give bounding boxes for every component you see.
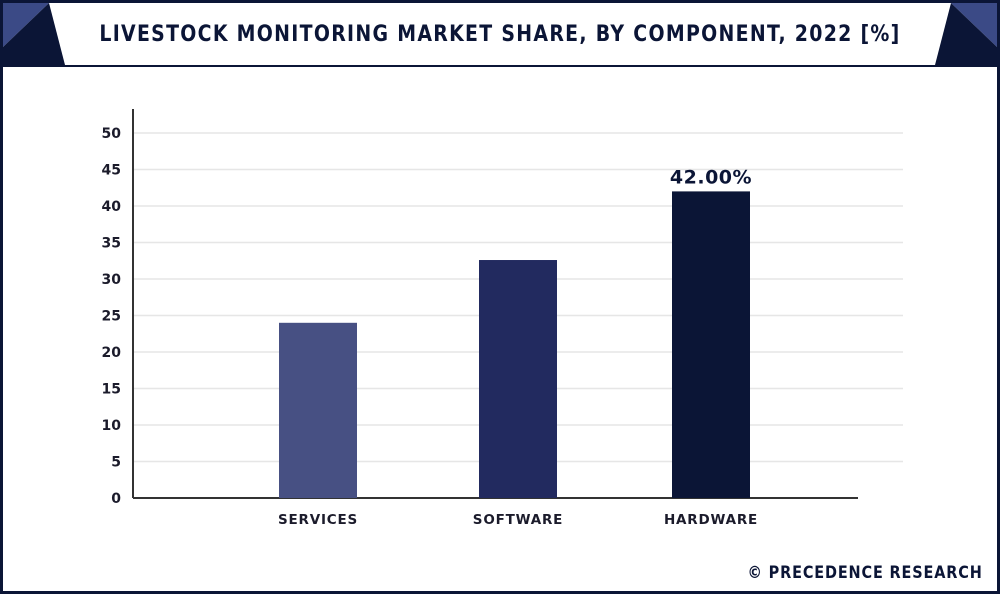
y-tick-label: 25 [102,309,121,325]
bar-services [279,322,357,498]
y-tick-label: 40 [102,199,122,215]
y-tick-label: 10 [102,418,122,434]
y-tick-label: 20 [102,345,122,361]
y-tick-label: 15 [102,382,121,398]
bar-software [479,260,557,498]
source-credit: © PRECEDENCE RESEARCH [747,563,983,583]
x-tick-label: HARDWARE [664,512,758,528]
y-tick-label: 30 [102,272,122,288]
y-tick-label: 50 [102,126,122,142]
bar-hardware [672,191,750,498]
x-tick-label: SOFTWARE [473,512,563,528]
header-corner-decoration [3,3,997,65]
data-label: 42.00% [670,166,752,188]
bar-chart: 0 5 10 15 20 25 30 35 40 45 50 SERVICES SOFTWARE HARD… [102,109,903,528]
y-tick-label: 35 [102,236,121,252]
chart-header: LIVESTOCK MONITORING MARKET SHARE, BY CO… [3,3,997,67]
y-tick-label: 45 [102,163,121,179]
x-tick-label: SERVICES [278,512,358,528]
chart-title: LIVESTOCK MONITORING MARKET SHARE, BY CO… [99,21,901,47]
y-tick-label: 5 [111,455,121,471]
y-tick-label: 0 [111,491,121,507]
